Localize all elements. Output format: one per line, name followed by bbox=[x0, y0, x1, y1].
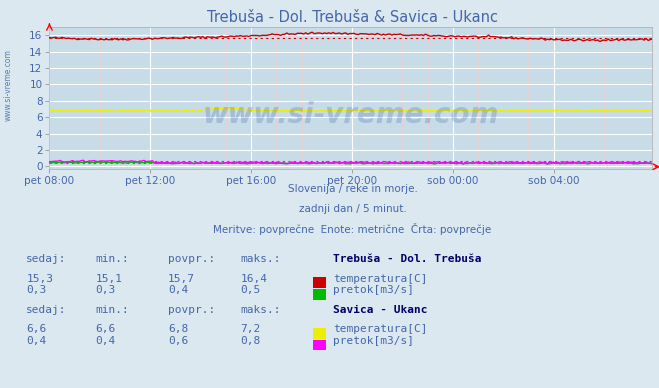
Text: temperatura[C]: temperatura[C] bbox=[333, 274, 427, 284]
Text: povpr.:: povpr.: bbox=[168, 254, 215, 264]
Text: maks.:: maks.: bbox=[241, 254, 281, 264]
Text: 15,3: 15,3 bbox=[26, 274, 53, 284]
Text: 0,4: 0,4 bbox=[26, 336, 47, 346]
Text: 7,2: 7,2 bbox=[241, 324, 261, 334]
Text: 15,7: 15,7 bbox=[168, 274, 195, 284]
Text: 0,3: 0,3 bbox=[26, 285, 47, 295]
Text: Trebuša - Dol. Trebuša: Trebuša - Dol. Trebuša bbox=[333, 254, 481, 264]
Text: pretok[m3/s]: pretok[m3/s] bbox=[333, 336, 414, 346]
Text: 0,4: 0,4 bbox=[96, 336, 116, 346]
Text: zadnji dan / 5 minut.: zadnji dan / 5 minut. bbox=[299, 204, 407, 214]
Text: 6,8: 6,8 bbox=[168, 324, 188, 334]
Text: www.si-vreme.com: www.si-vreme.com bbox=[4, 49, 13, 121]
Text: 0,6: 0,6 bbox=[168, 336, 188, 346]
Text: sedaj:: sedaj: bbox=[26, 305, 67, 315]
Text: 0,5: 0,5 bbox=[241, 285, 261, 295]
Text: 0,4: 0,4 bbox=[168, 285, 188, 295]
Text: 6,6: 6,6 bbox=[96, 324, 116, 334]
Text: Slovenija / reke in morje.: Slovenija / reke in morje. bbox=[287, 184, 418, 194]
Text: 16,4: 16,4 bbox=[241, 274, 268, 284]
Text: min.:: min.: bbox=[96, 305, 129, 315]
Text: maks.:: maks.: bbox=[241, 305, 281, 315]
Text: Trebuša - Dol. Trebuša & Savica - Ukanc: Trebuša - Dol. Trebuša & Savica - Ukanc bbox=[207, 10, 498, 25]
Text: 15,1: 15,1 bbox=[96, 274, 123, 284]
Text: www.si-vreme.com: www.si-vreme.com bbox=[203, 101, 499, 129]
Text: Meritve: povprečne  Enote: metrične  Črta: povprečje: Meritve: povprečne Enote: metrične Črta:… bbox=[214, 223, 492, 235]
Text: min.:: min.: bbox=[96, 254, 129, 264]
Text: 0,8: 0,8 bbox=[241, 336, 261, 346]
Text: temperatura[C]: temperatura[C] bbox=[333, 324, 427, 334]
Text: 0,3: 0,3 bbox=[96, 285, 116, 295]
Text: sedaj:: sedaj: bbox=[26, 254, 67, 264]
Text: Savica - Ukanc: Savica - Ukanc bbox=[333, 305, 427, 315]
Text: povpr.:: povpr.: bbox=[168, 305, 215, 315]
Text: pretok[m3/s]: pretok[m3/s] bbox=[333, 285, 414, 295]
Text: 6,6: 6,6 bbox=[26, 324, 47, 334]
